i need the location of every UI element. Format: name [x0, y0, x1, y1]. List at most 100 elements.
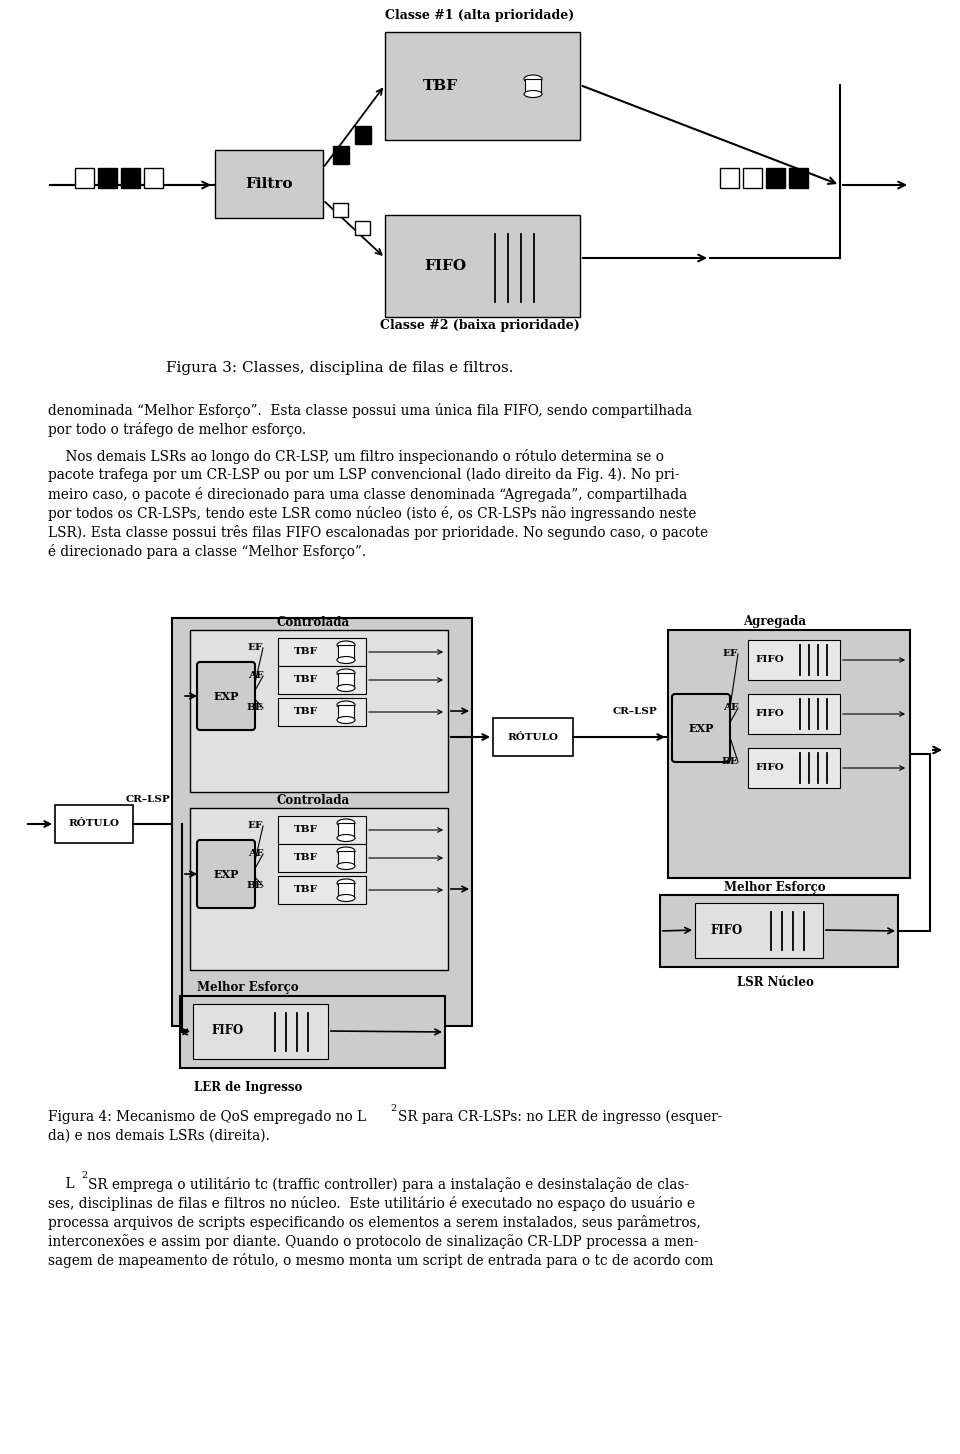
Bar	[525, 79, 541, 95]
Bar	[385, 215, 580, 317]
Bar	[180, 996, 445, 1069]
Bar	[215, 150, 323, 218]
Ellipse shape	[337, 701, 355, 710]
Bar	[333, 145, 349, 164]
Text: BE: BE	[721, 758, 738, 766]
Text: denominada “Melhor Esforço”.  Esta classe possui uma única fila FIFO, sendo comp: denominada “Melhor Esforço”. Esta classe…	[48, 403, 692, 417]
FancyBboxPatch shape	[197, 662, 255, 730]
Text: ses, disciplinas de filas e filtros no núcleo.  Este utilitário é executado no e: ses, disciplinas de filas e filtros no n…	[48, 1197, 695, 1211]
Bar	[355, 221, 370, 236]
Bar	[743, 169, 762, 188]
Text: Nos demais LSRs ao longo do CR-LSP, um filtro inspecionando o rótulo determina s: Nos demais LSRs ao longo do CR-LSP, um f…	[48, 449, 664, 464]
Bar	[144, 169, 163, 188]
Text: Classe #2 (baixa prioridade): Classe #2 (baixa prioridade)	[380, 318, 580, 332]
Bar	[278, 698, 366, 726]
Ellipse shape	[337, 835, 355, 842]
Text: Figura 3: Classes, disciplina de filas e filtros.: Figura 3: Classes, disciplina de filas e…	[166, 361, 514, 375]
Text: LSR Núcleo: LSR Núcleo	[736, 977, 813, 990]
Text: FIFO: FIFO	[756, 710, 784, 718]
Text: TBF: TBF	[294, 676, 318, 685]
Text: meiro caso, o pacote é direcionado para uma classe denominada “Agregada”, compar: meiro caso, o pacote é direcionado para …	[48, 487, 687, 502]
Bar	[333, 204, 348, 217]
Text: TBF: TBF	[422, 79, 458, 93]
Ellipse shape	[337, 862, 355, 869]
Text: EXP: EXP	[213, 691, 239, 701]
Bar	[338, 823, 354, 838]
Text: AF: AF	[248, 849, 263, 858]
Text: TBF: TBF	[294, 885, 318, 894]
Text: FIFO: FIFO	[756, 763, 784, 772]
Text: RÓTULO: RÓTULO	[68, 820, 119, 829]
Text: interconexões e assim por diante. Quando o protocolo de sinalização CR-LDP proce: interconexões e assim por diante. Quando…	[48, 1234, 698, 1249]
Ellipse shape	[337, 669, 355, 678]
Ellipse shape	[337, 717, 355, 724]
Bar	[338, 705, 354, 720]
FancyBboxPatch shape	[672, 694, 730, 762]
Bar	[720, 169, 739, 188]
Ellipse shape	[337, 848, 355, 855]
Bar	[121, 169, 140, 188]
Bar	[190, 808, 448, 970]
Text: LER de Ingresso: LER de Ingresso	[194, 1082, 302, 1095]
Bar	[338, 673, 354, 688]
Text: CR–LSP: CR–LSP	[126, 795, 170, 804]
Bar	[385, 32, 580, 140]
Text: BE: BE	[246, 881, 263, 890]
Text: AF: AF	[723, 704, 738, 712]
Bar	[278, 843, 366, 872]
Text: TBF: TBF	[294, 826, 318, 835]
Text: 2: 2	[390, 1104, 396, 1112]
Ellipse shape	[337, 894, 355, 901]
Text: Figura 4: Mecanismo de QoS empregado no L: Figura 4: Mecanismo de QoS empregado no …	[48, 1109, 366, 1124]
Text: por todos os CR-LSPs, tendo este LSR como núcleo (isto é, os CR-LSPs não ingress: por todos os CR-LSPs, tendo este LSR com…	[48, 506, 696, 521]
Bar	[355, 126, 371, 144]
Ellipse shape	[524, 76, 542, 83]
Text: Melhor Esforço: Melhor Esforço	[197, 981, 299, 995]
Ellipse shape	[337, 685, 355, 692]
Bar	[338, 883, 354, 899]
Bar	[748, 640, 840, 680]
Text: EF: EF	[248, 822, 263, 830]
Text: Agregada: Agregada	[743, 615, 806, 628]
Text: Melhor Esforço: Melhor Esforço	[724, 881, 826, 894]
Ellipse shape	[337, 641, 355, 648]
Text: é direcionado para a classe “Melhor Esforço”.: é direcionado para a classe “Melhor Esfo…	[48, 544, 366, 558]
Ellipse shape	[337, 880, 355, 887]
Ellipse shape	[524, 90, 542, 97]
Bar	[190, 630, 448, 792]
Text: L: L	[48, 1176, 75, 1191]
Text: LSR). Esta classe possui três filas FIFO escalonadas por prioridade. No segundo : LSR). Esta classe possui três filas FIFO…	[48, 525, 708, 539]
Text: TBF: TBF	[294, 708, 318, 717]
Bar	[338, 851, 354, 867]
Ellipse shape	[337, 819, 355, 827]
Bar	[278, 638, 366, 666]
Bar	[55, 806, 133, 843]
Text: sagem de mapeamento de rótulo, o mesmo monta um script de entrada para o tc de a: sagem de mapeamento de rótulo, o mesmo m…	[48, 1253, 713, 1268]
Bar	[172, 618, 472, 1027]
Bar	[278, 666, 366, 694]
Bar	[338, 646, 354, 660]
Ellipse shape	[337, 657, 355, 663]
Bar	[278, 816, 366, 843]
Text: FIFO: FIFO	[710, 923, 743, 936]
Text: pacote trafega por um CR-LSP ou por um LSP convencional (lado direito da Fig. 4): pacote trafega por um CR-LSP ou por um L…	[48, 468, 680, 483]
Bar	[789, 169, 808, 188]
Text: por todo o tráfego de melhor esforço.: por todo o tráfego de melhor esforço.	[48, 422, 306, 438]
Bar	[695, 903, 823, 958]
Text: EXP: EXP	[213, 868, 239, 880]
Text: EF: EF	[723, 650, 738, 659]
Text: EXP: EXP	[688, 723, 713, 733]
Text: Classe #1 (alta prioridade): Classe #1 (alta prioridade)	[385, 9, 575, 22]
Text: Controlada: Controlada	[276, 615, 349, 628]
Text: 2: 2	[81, 1170, 87, 1181]
Bar	[75, 169, 94, 188]
Text: FIFO: FIFO	[424, 259, 466, 273]
Text: TBF: TBF	[294, 647, 318, 657]
Text: TBF: TBF	[294, 853, 318, 862]
Bar	[668, 630, 910, 878]
Text: processa arquivos de scripts especificando os elementos a serem instalados, seus: processa arquivos de scripts especifican…	[48, 1216, 701, 1230]
Text: SR emprega o utilitário tc (traffic controller) para a instalação e desinstalaçã: SR emprega o utilitário tc (traffic cont…	[88, 1176, 689, 1192]
Text: SR para CR-LSPs: no LER de ingresso (esquer-: SR para CR-LSPs: no LER de ingresso (esq…	[398, 1109, 722, 1124]
Bar	[766, 169, 785, 188]
Text: FIFO: FIFO	[756, 656, 784, 664]
